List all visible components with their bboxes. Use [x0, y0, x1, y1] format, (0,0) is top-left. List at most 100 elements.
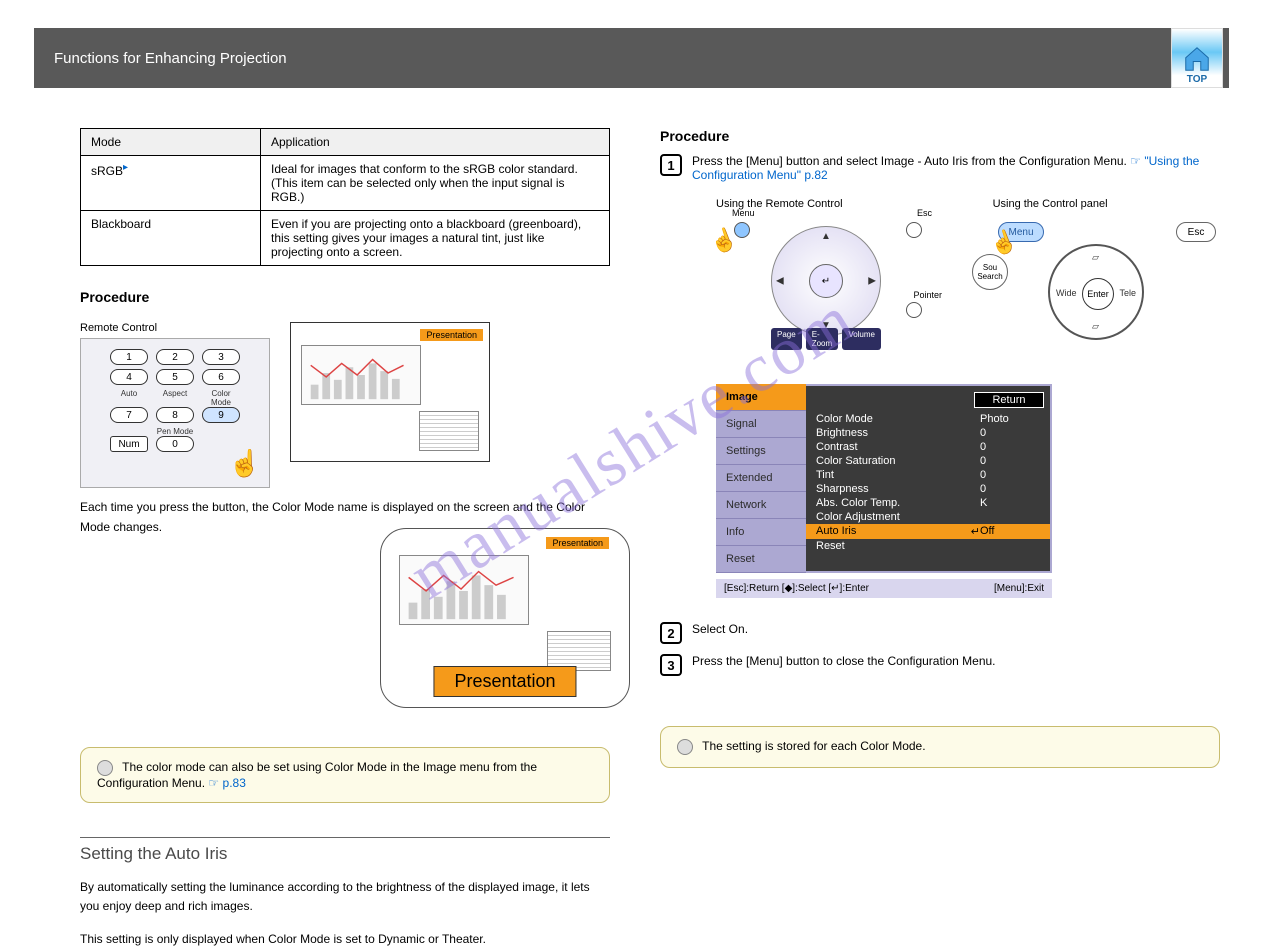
osd-nav-extended[interactable]: Extended: [716, 465, 806, 492]
remote-numpad-figure: 1 2 3 4 5 6 Auto Aspect Color Mode 7 8: [80, 338, 270, 488]
osd-val: 0: [980, 469, 1040, 481]
chart-icon: [399, 555, 529, 625]
osd-key: Color Saturation: [816, 455, 980, 467]
num-2[interactable]: 2: [156, 349, 194, 365]
osd-key: Reset: [816, 540, 1040, 552]
table-row: Blackboard Even if you are projecting on…: [81, 211, 610, 266]
num-5[interactable]: 5: [156, 369, 194, 385]
num-1[interactable]: 1: [110, 349, 148, 365]
step-text: Press the [Menu] button to close the Con…: [692, 654, 996, 668]
osd-footer-left: [Esc]:Return [◆]:Select [↵]:Enter: [724, 583, 869, 594]
osd-val: 0: [980, 427, 1040, 439]
osd-key: Sharpness: [816, 483, 980, 495]
procedure-heading: Procedure: [80, 286, 610, 308]
app-text: Even if you are projecting onto a blackb…: [261, 211, 610, 266]
control-wheel: Enter Wide Tele ▱ ▱: [1048, 244, 1144, 340]
mode-srgb: sRGB: [91, 164, 123, 178]
up-arrow-icon[interactable]: ▲: [821, 231, 831, 242]
table-header-mode: Mode: [81, 129, 261, 156]
remote-control-label: Remote Control: [80, 322, 270, 334]
top-home-icon[interactable]: TOP: [1171, 28, 1223, 88]
chart-icon: [301, 345, 421, 405]
ezoom-pill: E-Zoom: [806, 328, 839, 350]
osd-val: 0: [980, 441, 1040, 453]
esc-button[interactable]: [906, 222, 922, 238]
section-title: Setting the Auto Iris: [80, 837, 610, 864]
table-header-app: Application: [261, 129, 610, 156]
osd-key: Color Mode: [816, 413, 980, 425]
osd-key: Brightness: [816, 427, 980, 439]
header-title: Functions for Enhancing Projection: [54, 50, 287, 67]
label-auto: Auto: [110, 389, 148, 407]
tip-box-left: The color mode can also be set using Col…: [80, 747, 610, 803]
return-button[interactable]: Return: [974, 392, 1044, 408]
osd-nav-image[interactable]: Image: [716, 384, 806, 411]
tip-text: The setting is stored for each Color Mod…: [702, 739, 925, 753]
presentation-tag: Presentation: [420, 329, 483, 341]
osd-right-panel: Return Color ModePhoto Brightness0 Contr…: [806, 384, 1052, 573]
keystone-down-icon[interactable]: ▱: [1092, 321, 1099, 332]
step-text: Press the [Menu] button and select Image…: [692, 154, 1127, 168]
label-penmode: Pen Mode: [156, 427, 194, 436]
left-column: Mode Application sRGB▸ Ideal for images …: [80, 128, 610, 949]
osd-val: 0: [980, 455, 1040, 467]
num-0[interactable]: 0: [156, 436, 194, 452]
num-9-colormode[interactable]: 9: [202, 407, 240, 423]
osd-val: 0: [980, 483, 1040, 495]
num-8[interactable]: 8: [156, 407, 194, 423]
num-4[interactable]: 4: [110, 369, 148, 385]
page-header: Functions for Enhancing Projection 40: [34, 28, 1229, 88]
osd-key: Color Adjustment: [816, 511, 980, 523]
page-pill: Page: [771, 328, 802, 350]
body-paragraph-2: This setting is only displayed when Colo…: [80, 930, 610, 949]
num-button-num[interactable]: Num: [110, 436, 148, 452]
osd-nav-network[interactable]: Network: [716, 492, 806, 519]
tip-text: The color mode can also be set using Col…: [97, 760, 537, 790]
pointer-button[interactable]: [906, 302, 922, 318]
right-column: Procedure 1 Press the [Menu] button and …: [660, 128, 1220, 768]
figure-row: Remote Control 1 2 3 4 5 6 Auto Aspect C…: [80, 322, 610, 488]
tele-label[interactable]: Tele: [1119, 288, 1136, 298]
page-ref-link[interactable]: ☞ p.83: [208, 776, 245, 790]
step-number-icon: 3: [660, 654, 682, 676]
esc-button[interactable]: Esc: [1176, 222, 1216, 242]
callout-enlarged: Presentation Presentation: [380, 528, 630, 708]
press-hand-icon: ☝: [229, 448, 261, 479]
osd-val: K: [980, 497, 1040, 509]
using-panel-label: Using the Control panel: [993, 198, 1108, 210]
body-paragraph-1: By automatically setting the luminance a…: [80, 878, 610, 916]
osd-footer: [Esc]:Return [◆]:Select [↵]:Enter [Menu]…: [716, 579, 1052, 598]
osd-nav-info[interactable]: Info: [716, 519, 806, 546]
app-text: Ideal for images that conform to the sRG…: [271, 162, 578, 176]
right-arrow-icon[interactable]: ▶: [868, 276, 876, 287]
osd-key: Abs. Color Temp.: [816, 497, 980, 509]
num-3[interactable]: 3: [202, 349, 240, 365]
remote-control-figure: Menu Esc Pointer ▲ ▼ ◀ ▶ ↵ ☝ Page E-Zoom…: [716, 214, 936, 354]
mode-blackboard: Blackboard: [81, 211, 261, 266]
num-7[interactable]: 7: [110, 407, 148, 423]
device-figures: Menu Esc Pointer ▲ ▼ ◀ ▶ ↵ ☝ Page E-Zoom…: [716, 214, 1220, 354]
procedure-heading: Procedure: [660, 128, 1220, 144]
osd-nav-settings[interactable]: Settings: [716, 438, 806, 465]
srgb-glossary-mark[interactable]: ▸: [123, 162, 128, 173]
osd-nav-reset[interactable]: Reset: [716, 546, 806, 573]
table-icon: [419, 411, 479, 451]
num-6[interactable]: 6: [202, 369, 240, 385]
osd-key: Contrast: [816, 441, 980, 453]
left-arrow-icon[interactable]: ◀: [776, 276, 784, 287]
step-3: 3 Press the [Menu] button to close the C…: [660, 654, 1220, 676]
source-search-button[interactable]: SouSearch: [972, 254, 1008, 290]
keystone-up-icon[interactable]: ▱: [1092, 252, 1099, 263]
tip-icon: [97, 760, 113, 776]
enter-button[interactable]: ↵: [809, 264, 843, 298]
osd-val: Photo: [980, 413, 1040, 425]
top-label: TOP: [1187, 74, 1207, 85]
app-text-note: (This item can be selected only when the…: [271, 176, 565, 204]
osd-highlighted-row[interactable]: Auto Iris ↵ Off: [806, 524, 1050, 539]
osd-nav-signal[interactable]: Signal: [716, 411, 806, 438]
enter-button[interactable]: Enter: [1082, 278, 1114, 310]
label-aspect: Aspect: [156, 389, 194, 407]
projected-screen-figure: Presentation: [290, 322, 490, 462]
step-text: Select On.: [692, 622, 748, 636]
wide-label[interactable]: Wide: [1056, 288, 1077, 298]
